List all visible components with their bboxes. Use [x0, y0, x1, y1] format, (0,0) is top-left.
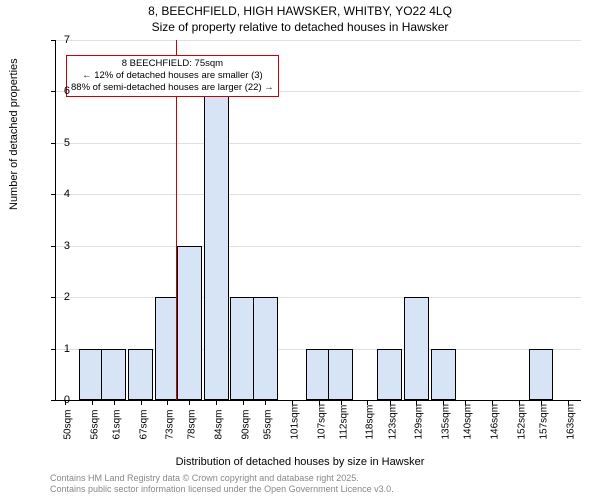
annotation-line-1: 8 BEECHFIELD: 75sqm — [71, 58, 274, 70]
xtick-label: 140sqm — [463, 404, 474, 440]
ytick-label: 1 — [55, 343, 70, 355]
xtick-label: 118sqm — [365, 405, 376, 440]
xtick-mark — [92, 400, 93, 405]
xtick-label: 112sqm — [338, 405, 349, 440]
ytick-label: 4 — [55, 188, 70, 200]
xtick-label: 84sqm — [214, 409, 225, 439]
xtick-label: 73sqm — [165, 409, 176, 439]
xtick-mark — [114, 400, 115, 405]
annotation-line-3: 88% of semi-detached houses are larger (… — [71, 82, 274, 94]
ytick-label: 5 — [55, 137, 70, 149]
ytick-label: 2 — [55, 291, 70, 303]
xtick-label: 67sqm — [138, 409, 149, 439]
histogram-bar — [377, 349, 402, 400]
xtick-label: 107sqm — [316, 404, 327, 440]
xtick-mark — [141, 400, 142, 405]
histogram-bar — [328, 349, 353, 400]
footer-attribution: Contains HM Land Registry data © Crown c… — [50, 473, 394, 496]
xtick-label: 157sqm — [538, 404, 549, 440]
xtick-label: 152sqm — [516, 404, 527, 440]
y-axis-label: Number of detached properties — [8, 58, 20, 210]
histogram-bar — [230, 297, 255, 400]
xtick-label: 78sqm — [187, 409, 198, 439]
annotation-line-2: ← 12% of detached houses are smaller (3) — [71, 70, 274, 82]
chart-title-1: 8, BEECHFIELD, HIGH HAWSKER, WHITBY, YO2… — [0, 4, 600, 18]
xtick-mark — [243, 400, 244, 405]
xtick-mark — [167, 400, 168, 405]
x-axis-label: Distribution of detached houses by size … — [0, 456, 600, 468]
gridline — [56, 40, 581, 41]
ytick-label: 0 — [55, 394, 70, 406]
xtick-label: 90sqm — [240, 409, 251, 439]
xtick-mark — [216, 400, 217, 405]
xtick-label: 56sqm — [89, 409, 100, 439]
xtick-label: 163sqm — [565, 404, 576, 440]
histogram-bar — [431, 349, 456, 400]
histogram-bar — [253, 297, 278, 400]
plot-area: 50sqm56sqm61sqm67sqm73sqm78sqm84sqm90sqm… — [55, 40, 581, 401]
histogram-bar — [101, 349, 126, 400]
histogram-bar — [306, 349, 331, 400]
footer-line-2: Contains public sector information licen… — [50, 484, 394, 496]
xtick-label: 146sqm — [490, 404, 501, 440]
histogram-bar — [177, 246, 202, 400]
gridline — [56, 194, 581, 195]
gridline — [56, 246, 581, 247]
xtick-label: 50sqm — [62, 409, 73, 439]
histogram-bar — [79, 349, 104, 400]
xtick-mark — [265, 400, 266, 405]
xtick-label: 101sqm — [289, 404, 300, 440]
ytick-label: 7 — [55, 34, 70, 46]
gridline — [56, 143, 581, 144]
ytick-label: 6 — [55, 85, 70, 97]
annotation-box: 8 BEECHFIELD: 75sqm← 12% of detached hou… — [66, 55, 279, 97]
xtick-label: 123sqm — [387, 404, 398, 440]
gridline — [56, 297, 581, 298]
histogram-bar — [404, 297, 429, 400]
histogram-bar — [204, 91, 229, 400]
xtick-label: 95sqm — [263, 409, 274, 439]
ytick-label: 3 — [55, 240, 70, 252]
chart-title-2: Size of property relative to detached ho… — [0, 20, 600, 34]
xtick-label: 129sqm — [414, 404, 425, 440]
xtick-label: 61sqm — [111, 409, 122, 439]
footer-line-1: Contains HM Land Registry data © Crown c… — [50, 473, 394, 485]
histogram-bar — [529, 349, 554, 400]
chart-container: 8, BEECHFIELD, HIGH HAWSKER, WHITBY, YO2… — [0, 0, 600, 500]
histogram-bar — [128, 349, 153, 400]
xtick-mark — [189, 400, 190, 405]
xtick-label: 135sqm — [441, 404, 452, 440]
